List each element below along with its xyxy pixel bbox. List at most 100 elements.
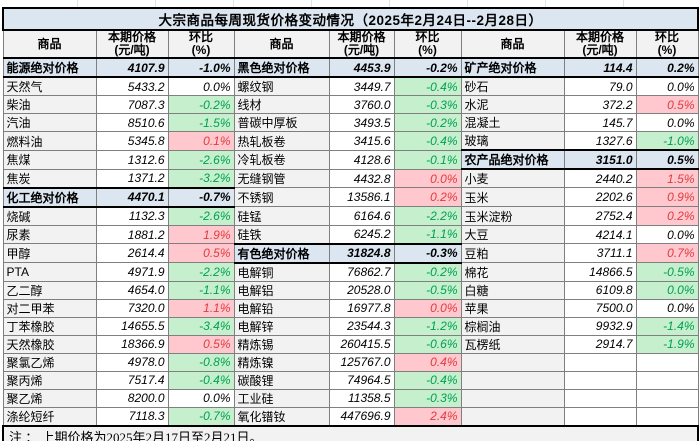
pct-change-cell: -1.1% — [167, 280, 235, 300]
commodity-name-cell: 瓦楞纸 — [460, 334, 565, 354]
commodity-name-cell: 精炼镍 — [233, 352, 330, 372]
table-row: 尿素 1881.2 1.9% 硅铁 6245.2 -1.1% 大豆 4214.1 0.0% — [2, 224, 699, 245]
pct-change-cell: -2.6% — [167, 149, 235, 170]
table-row: 焦煤 1312.6 -2.6% 冷轧板卷 4128.6 -0.1% 农产品绝对价格 3151.… — [2, 149, 699, 171]
current-price-cell: 7118.3 — [95, 406, 169, 427]
pct-change-cell: 0.0% — [167, 388, 235, 408]
pct-change-cell: 0.0% — [167, 76, 235, 97]
current-price-cell: 4470.1 — [95, 186, 169, 208]
pct-change-cell: 0.5% — [635, 149, 699, 171]
current-price-cell: 1881.2 — [95, 224, 169, 245]
pct-change-cell: -1.5% — [167, 113, 235, 133]
col-header-price: 本期价格 (元/吨) — [563, 28, 637, 60]
current-price-cell: 9932.9 — [563, 316, 637, 336]
current-price-cell: 2440.2 — [563, 168, 637, 189]
commodity-name-cell: 有色绝对价格 — [233, 242, 330, 264]
commodity-name-cell: 不锈钢 — [233, 187, 330, 208]
current-price-cell: 447696.9 — [328, 406, 395, 427]
current-price-cell: 5433.2 — [95, 76, 169, 97]
table-row: 聚丙烯 7517.4 -0.4% 碳酸锂 74964.5 -0.4% — [2, 370, 699, 390]
pct-change-cell: -3.4% — [167, 316, 235, 336]
table-row: 对二甲苯 7320.0 1.1% 电解铅 16977.8 0.0% 苹果 7500.0 0.0% — [2, 298, 699, 318]
pct-change-cell: 0.5% — [635, 95, 699, 115]
commodity-name-cell: 苹果 — [460, 298, 565, 318]
commodity-name-cell: 天然气 — [2, 76, 97, 97]
pct-change-cell: -1.4% — [635, 316, 699, 336]
current-price-cell: 74964.5 — [328, 370, 395, 390]
commodity-name-cell: 乙二醇 — [2, 280, 97, 300]
table-row: 柴油 7087.3 -0.2% 线材 3760.0 -0.3% 水泥 372.2 0.5% — [2, 95, 699, 115]
col-header-pct: 环比 (%) — [167, 28, 235, 60]
current-price-cell: 2914.7 — [563, 334, 637, 354]
commodity-name-cell: 氧化镨钕 — [233, 406, 330, 427]
current-price-cell: 6109.8 — [563, 280, 637, 300]
pct-change-cell: -0.2% — [393, 262, 462, 282]
commodity-name-cell: 玻璃 — [460, 131, 565, 151]
current-price-cell: 8510.6 — [95, 113, 169, 133]
pct-change-cell: -3.2% — [167, 168, 235, 189]
col-header-pct: 环比 (%) — [393, 28, 462, 60]
pct-change-cell: -0.4% — [393, 131, 462, 151]
commodity-name-cell: 硅锰 — [233, 206, 330, 226]
current-price-cell: 5345.8 — [95, 131, 169, 151]
commodity-name-cell: 棕榈油 — [460, 316, 565, 336]
commodity-name-cell: 棉花 — [460, 262, 565, 282]
pct-change-cell: 0.5% — [167, 243, 235, 264]
current-price-cell: 125767.0 — [328, 352, 395, 372]
commodity-name-cell — [460, 388, 565, 408]
pct-change-cell — [635, 370, 699, 390]
commodity-name-cell: 电解铅 — [233, 298, 330, 318]
commodity-name-cell: PTA — [2, 262, 97, 282]
current-price-cell: 4432.8 — [328, 168, 395, 189]
pct-change-cell: 1.9% — [167, 224, 235, 245]
page-title: 大宗商品每周现货价格变动情况（2025年2月24日--2月28日） — [1, 7, 700, 31]
commodity-name-cell: 混凝土 — [460, 113, 565, 133]
current-price-cell: 4128.6 — [328, 149, 395, 170]
pct-change-cell: -0.2% — [167, 95, 235, 115]
pct-change-cell — [635, 406, 699, 427]
pct-change-cell: 1.1% — [167, 298, 235, 318]
commodity-name-cell: 矿产绝对价格 — [460, 57, 565, 79]
current-price-cell: 6245.2 — [328, 224, 395, 245]
current-price-cell: 3711.1 — [563, 243, 637, 264]
pct-change-cell — [635, 388, 699, 408]
commodity-name-cell: 尿素 — [2, 224, 97, 245]
pct-change-cell: 0.0% — [393, 168, 462, 189]
pct-change-cell: 0.2% — [635, 206, 699, 226]
current-price-cell — [563, 388, 637, 408]
table-title-row: 大宗商品每周现货价格变动情况（2025年2月24日--2月28日） — [1, 7, 700, 31]
pct-change-cell: -2.2% — [393, 206, 462, 226]
current-price-cell: 1312.6 — [95, 149, 169, 170]
pct-change-cell: -0.8% — [167, 352, 235, 372]
current-price-cell — [563, 352, 637, 372]
commodity-name-cell: 碳酸锂 — [233, 370, 330, 390]
pct-change-cell: 1.5% — [635, 168, 699, 189]
current-price-cell: 2752.4 — [563, 206, 637, 226]
current-price-cell: 6164.6 — [328, 206, 395, 226]
commodity-name-cell: 水泥 — [460, 95, 565, 115]
current-price-cell: 8200.0 — [95, 388, 169, 408]
pct-change-cell: 0.5% — [167, 334, 235, 354]
commodity-name-cell: 玉米淀粉 — [460, 206, 565, 226]
commodity-name-cell — [460, 352, 565, 372]
current-price-cell: 4978.0 — [95, 352, 169, 372]
current-price-cell — [563, 370, 637, 390]
pct-change-cell: 0.2% — [393, 187, 462, 208]
pct-change-cell: -1.1% — [393, 224, 462, 245]
pct-change-cell: -0.5% — [393, 280, 462, 300]
pct-change-cell: 0.0% — [635, 280, 699, 300]
pct-change-cell: -0.1% — [393, 149, 462, 170]
current-price-cell: 1132.3 — [95, 206, 169, 226]
table-row: 天然橡胶 18366.9 0.5% 精炼锡 260415.5 -0.6% 瓦楞纸 2914.7… — [2, 334, 699, 354]
commodity-name-cell: 燃料油 — [2, 131, 97, 151]
pct-change-cell — [635, 352, 699, 372]
current-price-cell: 3493.5 — [328, 113, 395, 133]
commodity-name-cell: 柴油 — [2, 95, 97, 115]
pct-change-cell: -0.3% — [393, 95, 462, 115]
commodity-name-cell: 冷轧板卷 — [233, 149, 330, 170]
commodity-name-cell: 焦炭 — [2, 168, 97, 189]
current-price-cell: 2614.4 — [95, 243, 169, 264]
table-row: 聚氯乙烯 4978.0 -0.8% 精炼镍 125767.0 0.4% — [2, 352, 699, 372]
current-price-cell: 4453.9 — [328, 57, 395, 79]
commodity-name-cell: 丁苯橡胶 — [2, 316, 97, 336]
